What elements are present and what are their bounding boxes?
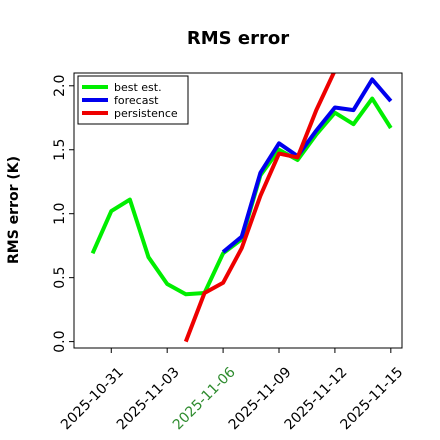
y-tick-label: 1.0: [52, 203, 68, 225]
x-axis: 2025-10-312025-11-032025-11-062025-11-09…: [58, 348, 406, 433]
y-tick-label: 1.5: [52, 139, 68, 161]
y-axis-label: RMS error (K): [6, 156, 22, 264]
series-layer: [90, 73, 393, 343]
legend-label: persistence: [114, 107, 178, 120]
y-tick-label: 0.5: [52, 267, 68, 289]
y-tick-label: 0.0: [52, 330, 68, 352]
chart-title: RMS error: [187, 28, 289, 49]
y-axis: 0.0 0.5 1.0 1.5 2.0: [52, 75, 74, 353]
plot-frame: [73, 72, 403, 349]
y-tick-label: 2.0: [52, 75, 68, 97]
series-line-best-est-: [90, 96, 393, 297]
series-line-persistence: [183, 73, 336, 343]
plot-area: [73, 72, 403, 349]
legend-label: forecast: [114, 94, 159, 107]
legend-label: best est.: [114, 81, 162, 94]
series-line-forecast: [221, 77, 393, 254]
